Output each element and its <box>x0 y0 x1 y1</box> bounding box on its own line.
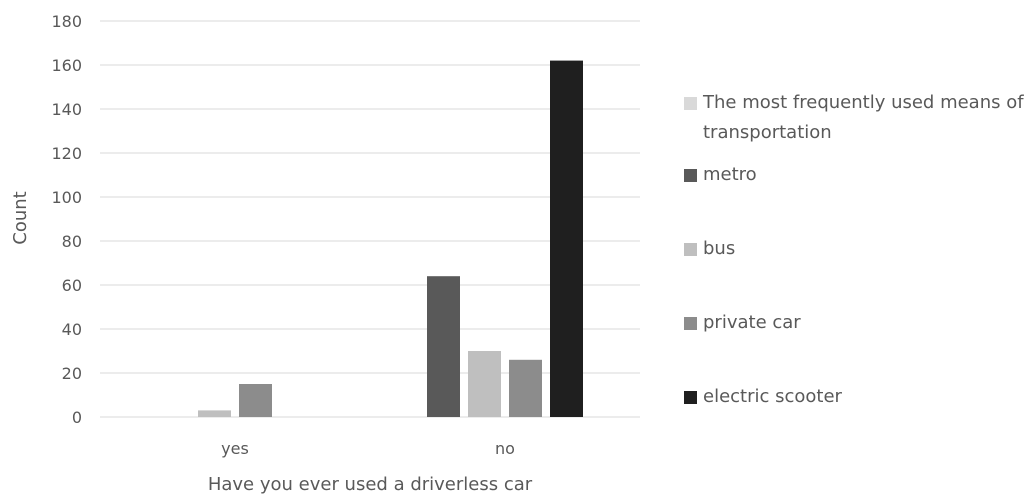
bar-yes-bus <box>198 410 231 417</box>
y-axis-title: Count <box>10 191 31 244</box>
y-tick-label: 40 <box>62 320 82 339</box>
y-tick-label: 0 <box>72 408 82 427</box>
legend-title-swatch <box>684 97 697 110</box>
y-axis-tick-labels: 0 20 40 60 80 100 120 140 160 180 <box>51 12 82 427</box>
legend-swatch-bus <box>684 243 697 256</box>
legend-label-metro: metro <box>703 164 757 185</box>
bars <box>198 60 583 417</box>
y-tick-label: 160 <box>51 56 82 75</box>
bar-yes-private-car <box>239 384 272 417</box>
y-tick-label: 120 <box>51 144 82 163</box>
legend-item-private-car: private car <box>684 308 801 338</box>
y-tick-label: 180 <box>51 12 82 31</box>
legend-label-private-car: private car <box>703 312 801 333</box>
legend-item-electric-scooter: electric scooter <box>684 382 842 412</box>
x-tick-label-no: no <box>495 439 515 458</box>
legend-item-bus: bus <box>684 234 735 264</box>
legend-label-electric-scooter: electric scooter <box>703 386 842 407</box>
x-tick-label-yes: yes <box>221 439 249 458</box>
legend-title: The most frequently used means of transp… <box>684 88 1027 148</box>
legend-title-label: The most frequently used means of transp… <box>703 92 1024 143</box>
legend-swatch-metro <box>684 169 697 182</box>
gridlines <box>100 20 640 418</box>
bar-no-metro <box>427 276 460 417</box>
y-tick-label: 100 <box>51 188 82 207</box>
legend-swatch-private-car <box>684 317 697 330</box>
y-tick-label: 80 <box>62 232 82 251</box>
bar-no-electric-scooter <box>550 60 583 417</box>
x-axis-title: Have you ever used a driverless car <box>208 474 533 495</box>
legend-label-bus: bus <box>703 238 736 259</box>
x-axis-tick-labels: yes no <box>221 439 515 458</box>
y-tick-label: 20 <box>62 364 82 383</box>
legend-swatch-electric-scooter <box>684 391 697 404</box>
y-tick-label: 60 <box>62 276 82 295</box>
y-tick-label: 140 <box>51 100 82 119</box>
bar-no-private-car <box>509 359 542 417</box>
bar-no-bus <box>468 351 501 417</box>
legend-item-metro: metro <box>684 160 757 190</box>
